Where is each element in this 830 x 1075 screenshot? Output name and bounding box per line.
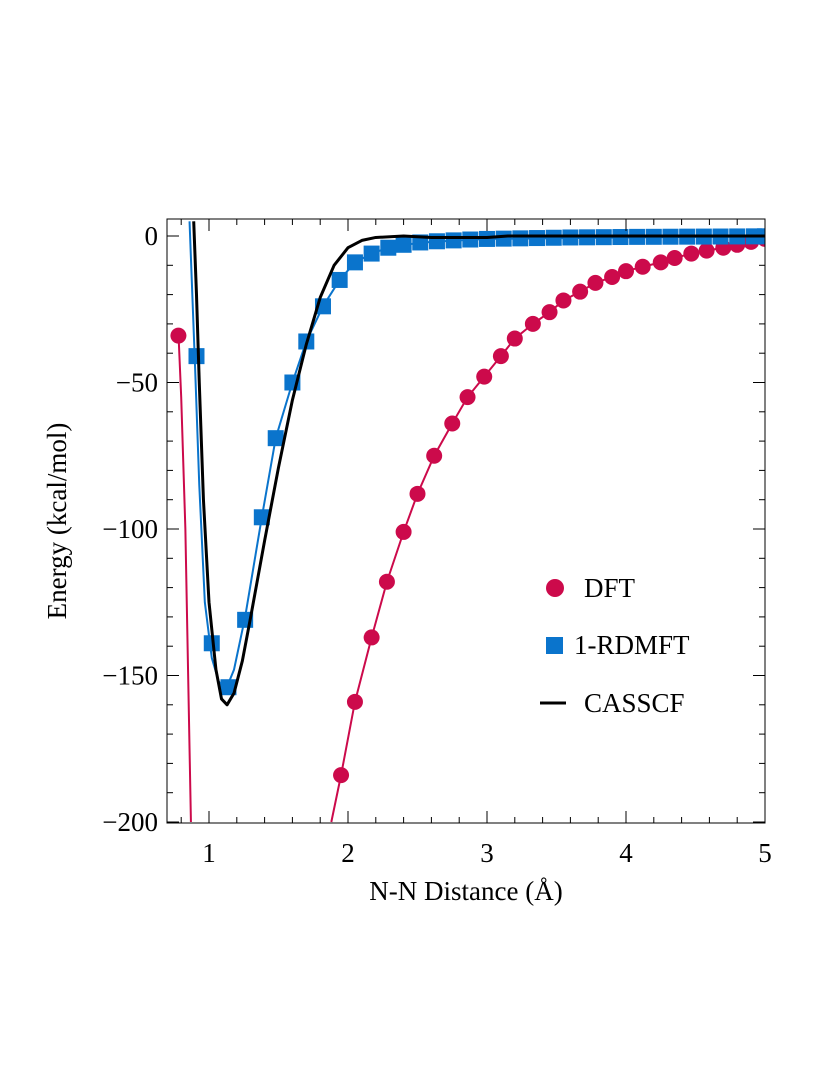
- series-rdmft: [188, 221, 765, 696]
- dft-point: [683, 245, 700, 262]
- plot-frame: [166, 218, 766, 824]
- dft-point: [409, 485, 426, 502]
- rdmft-point: [346, 254, 363, 271]
- dft-point: [524, 315, 541, 332]
- series-casscf: [192, 221, 765, 707]
- dft-point: [604, 269, 621, 286]
- axis-ticks: [167, 219, 766, 823]
- dft-point: [333, 767, 350, 784]
- legend-rdmft-label: 1-RDMFT: [574, 630, 690, 660]
- y-tick-label: −150: [102, 661, 158, 691]
- rdmft-point: [462, 231, 479, 248]
- dft-point: [666, 249, 683, 266]
- dft-point: [541, 304, 558, 321]
- rdmft-point: [188, 348, 205, 365]
- dft-point: [698, 242, 715, 259]
- dft-point: [652, 254, 669, 271]
- dft-point: [363, 629, 380, 646]
- y-axis-label: Energy (kcal/mol): [42, 423, 72, 620]
- legend-dft-label: DFT: [584, 573, 636, 603]
- x-axis-label: N-N Distance (Å): [369, 876, 562, 906]
- dft-point: [587, 274, 604, 291]
- dft-point: [476, 368, 493, 385]
- dft-point: [492, 348, 509, 365]
- rdmft-point: [529, 230, 546, 247]
- x-tick-label: 1: [202, 838, 216, 868]
- x-tick-label: 3: [480, 838, 494, 868]
- rdmft-point: [267, 430, 284, 447]
- rdmft-point: [220, 679, 237, 696]
- x-tick-label: 4: [619, 838, 633, 868]
- dft-point: [572, 283, 589, 300]
- rdmft-point: [495, 230, 512, 247]
- rdmft-point: [363, 245, 380, 262]
- dft-point: [459, 389, 476, 406]
- y-tick-label: −50: [116, 368, 158, 398]
- rdmft-point: [545, 229, 562, 246]
- rdmft-point: [445, 232, 462, 249]
- series-casscf-line: [192, 221, 765, 707]
- y-tick-label: −200: [102, 807, 158, 837]
- rdmft-point: [428, 233, 445, 250]
- legend-dft-marker: [546, 579, 564, 597]
- series-rdmft-line: [188, 221, 765, 692]
- legend-casscf-label: CASSCF: [584, 688, 685, 718]
- y-tick-label: 0: [145, 221, 159, 251]
- rdmft-point: [331, 271, 348, 288]
- rdmft-point: [253, 509, 270, 526]
- dft-point: [555, 292, 572, 309]
- x-tick-label: 5: [758, 838, 772, 868]
- dft-point: [634, 258, 651, 275]
- rdmft-point: [380, 239, 397, 256]
- dft-point: [618, 263, 634, 280]
- dft-point: [444, 415, 461, 432]
- axis-tick-labels: 1 2 3 4 5 0 −50 −100 −150 −200: [102, 221, 771, 868]
- dft-point: [170, 327, 187, 344]
- dft-point: [506, 330, 523, 347]
- series-layer: [170, 221, 765, 823]
- series-dft-line-1: [177, 332, 192, 823]
- y-tick-label: −100: [102, 514, 158, 544]
- dft-point: [395, 523, 412, 540]
- dft-point: [346, 693, 363, 710]
- x-tick-label: 2: [341, 838, 355, 868]
- dft-point: [426, 447, 443, 464]
- legend-rdmft-marker: [546, 637, 563, 654]
- rdmft-point: [512, 230, 529, 247]
- legend: DFT 1-RDMFT CASSCF: [540, 573, 690, 718]
- series-dft: [170, 230, 765, 823]
- dft-point: [378, 573, 395, 590]
- rdmft-point: [395, 236, 412, 253]
